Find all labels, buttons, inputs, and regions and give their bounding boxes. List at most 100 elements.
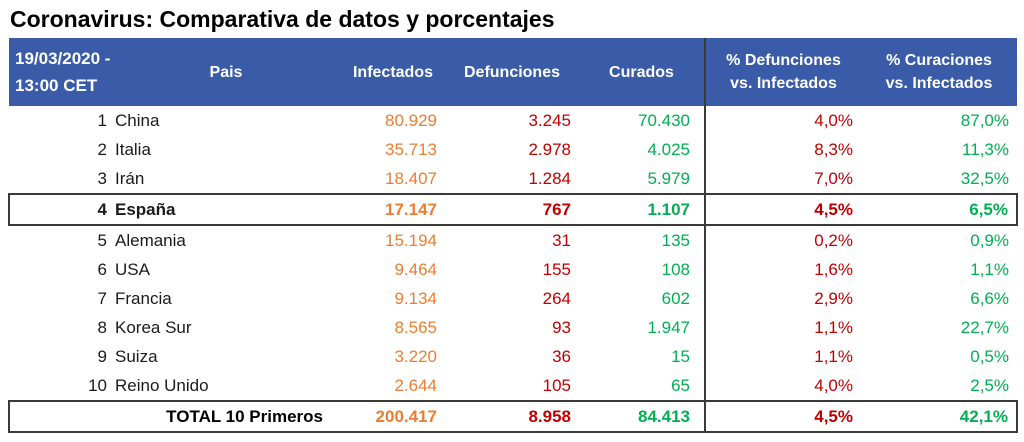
pct-defunciones-value: 4,0% (814, 376, 853, 395)
curados-value: 15 (579, 342, 706, 371)
pct-curaciones-value: 32,5% (960, 169, 1009, 188)
header-date-line2: 13:00 CET (15, 76, 98, 95)
country-rank: 6 (97, 260, 107, 279)
infectados-value: 2.644 (394, 376, 437, 395)
header-pct-defunciones: % Defunciones vs. Infectados (705, 38, 861, 106)
header-date-line1: 19/03/2020 - (15, 49, 111, 68)
defunciones-value: 767 (445, 193, 579, 226)
country-name: China (115, 111, 160, 130)
curados-value: 1.107 (579, 193, 706, 226)
pct-defunciones-value: 7,0% (814, 169, 853, 188)
table-row: 5 Alemania 15.194 31 135 0,2% 0,9% (9, 225, 1017, 255)
total-label: TOTAL 10 Primeros (8, 400, 341, 433)
curados-value: 135 (579, 225, 706, 255)
header-pct-curaciones-line1: % Curaciones (886, 52, 992, 69)
pct-curaciones-value: 6,5% (861, 193, 1018, 226)
total-curados: 84.413 (579, 400, 706, 433)
total-row: TOTAL 10 Primeros 200.417 8.958 84.413 4… (8, 400, 1018, 433)
header-infectados: Infectados (341, 38, 445, 106)
country-name: Italia (115, 140, 151, 159)
country-rank: 10 (88, 376, 107, 395)
table-row: 10 Reino Unido 2.644 105 65 4,0% 2,5% (9, 371, 1017, 401)
header-curados: Curados (579, 38, 706, 106)
pct-defunciones-value: 2,9% (814, 289, 853, 308)
covid-comparison-table: 19/03/2020 - 13:00 CET Pais Infectados D… (8, 38, 1018, 433)
country-rank: 1 (97, 111, 107, 130)
header-pct-defunciones-line2: vs. Infectados (730, 75, 837, 92)
curados-value: 65 (579, 371, 706, 401)
pct-curaciones-value: 11,3% (962, 140, 1009, 159)
country-rank: 4 (8, 193, 111, 226)
country-name: Suiza (115, 347, 158, 366)
header-defunciones: Defunciones (445, 38, 579, 106)
curados-value: 5.979 (579, 164, 706, 194)
table-row: 7 Francia 9.134 264 602 2,9% 6,6% (9, 284, 1017, 313)
infectados-value: 80.929 (385, 111, 437, 130)
pct-curaciones-value: 22,7% (960, 318, 1009, 337)
infectados-value: 9.134 (394, 289, 437, 308)
pct-defunciones-value: 4,0% (814, 111, 853, 130)
total-pct-curaciones: 42,1% (861, 400, 1018, 433)
pct-curaciones-value: 87,0% (960, 111, 1009, 130)
pct-curaciones-value: 2,5% (970, 376, 1009, 395)
infectados-value: 9.464 (394, 260, 437, 279)
country-name: USA (115, 260, 150, 279)
table-row: 8 Korea Sur 8.565 93 1.947 1,1% 22,7% (9, 313, 1017, 342)
defunciones-value: 1.284 (528, 169, 571, 188)
table-row: 2 Italia 35.713 2.978 4.025 8,3% 11,3% (9, 135, 1017, 164)
pct-defunciones-value: 1,6% (814, 260, 853, 279)
header-pct-defunciones-line1: % Defunciones (726, 52, 841, 69)
country-name: Irán (115, 169, 145, 188)
infectados-value: 18.407 (385, 169, 437, 188)
defunciones-value: 93 (552, 318, 571, 337)
infectados-value: 35.713 (385, 140, 437, 159)
header-pais: Pais (111, 38, 341, 106)
pct-defunciones-value: 4,5% (705, 193, 861, 226)
header-pct-curaciones-line2: vs. Infectados (885, 75, 993, 92)
pct-defunciones-value: 1,1% (814, 318, 853, 337)
curados-value: 1.947 (579, 313, 706, 342)
curados-value: 70.430 (579, 106, 706, 135)
defunciones-value: 2.978 (528, 140, 571, 159)
table-footer: TOTAL 10 Primeros 200.417 8.958 84.413 4… (8, 400, 1018, 433)
pct-curaciones-value: 6,6% (970, 289, 1009, 308)
country-name: España (111, 193, 341, 226)
header-row: 19/03/2020 - 13:00 CET Pais Infectados D… (9, 38, 1017, 106)
defunciones-value: 31 (552, 231, 571, 250)
country-name: Alemania (115, 231, 186, 250)
country-rank: 9 (97, 347, 107, 366)
table-row: 3 Irán 18.407 1.284 5.979 7,0% 32,5% (9, 164, 1017, 194)
country-rank: 2 (97, 140, 107, 159)
defunciones-value: 105 (542, 376, 571, 395)
country-rank: 3 (97, 169, 107, 188)
country-name: Francia (115, 289, 172, 308)
infectados-value: 15.194 (385, 231, 437, 250)
country-rank: 8 (97, 318, 107, 337)
pct-curaciones-value: 0,9% (970, 231, 1009, 250)
pct-defunciones-value: 1,1% (814, 347, 853, 366)
pct-defunciones-value: 8,3% (814, 140, 853, 159)
country-name: Korea Sur (115, 318, 192, 337)
page-title: Coronavirus: Comparativa de datos y porc… (10, 6, 555, 32)
pct-curaciones-value: 1,1% (970, 260, 1009, 279)
defunciones-value: 3.245 (528, 111, 571, 130)
table-row: 6 USA 9.464 155 108 1,6% 1,1% (9, 255, 1017, 284)
pct-defunciones-value: 0,2% (814, 231, 853, 250)
infectados-value: 17.147 (341, 193, 445, 226)
country-rank: 7 (97, 289, 107, 308)
infectados-value: 3.220 (394, 347, 437, 366)
total-defunciones: 8.958 (445, 400, 579, 433)
total-pct-defunciones: 4,5% (705, 400, 861, 433)
table-header: 19/03/2020 - 13:00 CET Pais Infectados D… (9, 38, 1017, 106)
table-body: 1 China 80.929 3.245 70.430 4,0% 87,0% 2… (8, 106, 1018, 401)
defunciones-value: 264 (542, 289, 571, 308)
header-pct-curaciones: % Curaciones vs. Infectados (861, 38, 1017, 106)
curados-value: 602 (579, 284, 706, 313)
country-name: Reino Unido (115, 376, 209, 395)
country-rank: 5 (97, 231, 107, 250)
infectados-value: 8.565 (394, 318, 437, 337)
header-date: 19/03/2020 - 13:00 CET (9, 38, 111, 106)
pct-curaciones-value: 0,5% (970, 347, 1009, 366)
defunciones-value: 155 (542, 260, 571, 279)
curados-value: 4.025 (579, 135, 706, 164)
